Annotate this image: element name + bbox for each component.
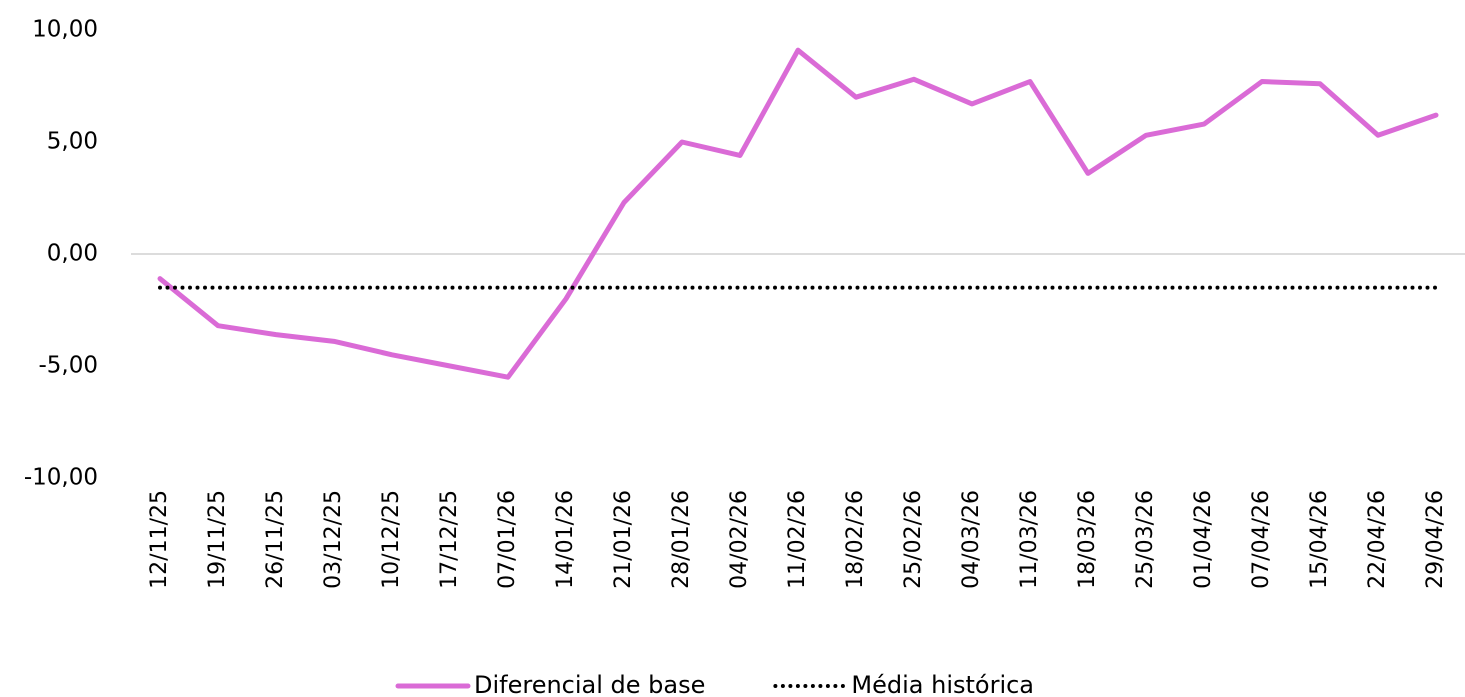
x-tick-label: 07/04/26 bbox=[1249, 490, 1274, 589]
x-tick-label: 22/04/26 bbox=[1365, 490, 1390, 589]
x-tick-label: 07/01/26 bbox=[495, 490, 520, 589]
x-tick-label: 15/04/26 bbox=[1307, 490, 1332, 589]
y-tick-label: -5,00 bbox=[38, 353, 98, 379]
x-tick-label: 10/12/25 bbox=[379, 490, 404, 589]
x-tick-label: 04/02/26 bbox=[727, 490, 752, 589]
y-tick-label: 5,00 bbox=[47, 129, 98, 155]
x-tick-label: 11/02/26 bbox=[785, 490, 810, 589]
y-tick-label: 0,00 bbox=[47, 241, 98, 267]
x-tick-label: 01/04/26 bbox=[1191, 490, 1216, 589]
x-tick-label: 12/11/25 bbox=[147, 490, 172, 589]
series-line bbox=[157, 47, 1439, 380]
x-tick-label: 04/03/26 bbox=[959, 490, 984, 589]
x-tick-label: 25/02/26 bbox=[901, 490, 926, 589]
x-tick-label: 28/01/26 bbox=[669, 490, 694, 589]
x-tick-label: 21/01/26 bbox=[611, 490, 636, 589]
x-tick-label: 25/03/26 bbox=[1133, 490, 1158, 589]
y-tick-label: -10,00 bbox=[24, 465, 98, 491]
x-tick-label: 11/03/26 bbox=[1017, 490, 1042, 589]
legend-label: Diferencial de base bbox=[474, 671, 705, 697]
y-tick-label: 10,00 bbox=[32, 17, 98, 43]
legend-label: Média histórica bbox=[851, 671, 1034, 697]
x-tick-label: 29/04/26 bbox=[1423, 490, 1448, 589]
x-tick-label: 14/01/26 bbox=[553, 490, 578, 589]
x-tick-label: 26/11/25 bbox=[263, 490, 288, 589]
x-tick-label: 17/12/25 bbox=[437, 490, 462, 589]
x-tick-label: 19/11/25 bbox=[205, 490, 230, 589]
legend-item: Média histórica bbox=[773, 671, 1034, 697]
x-tick-label: 18/02/26 bbox=[843, 490, 868, 589]
x-tick-label: 18/03/26 bbox=[1075, 490, 1100, 589]
legend-item: Diferencial de base bbox=[395, 671, 705, 697]
x-tick-label: 03/12/25 bbox=[321, 490, 346, 589]
